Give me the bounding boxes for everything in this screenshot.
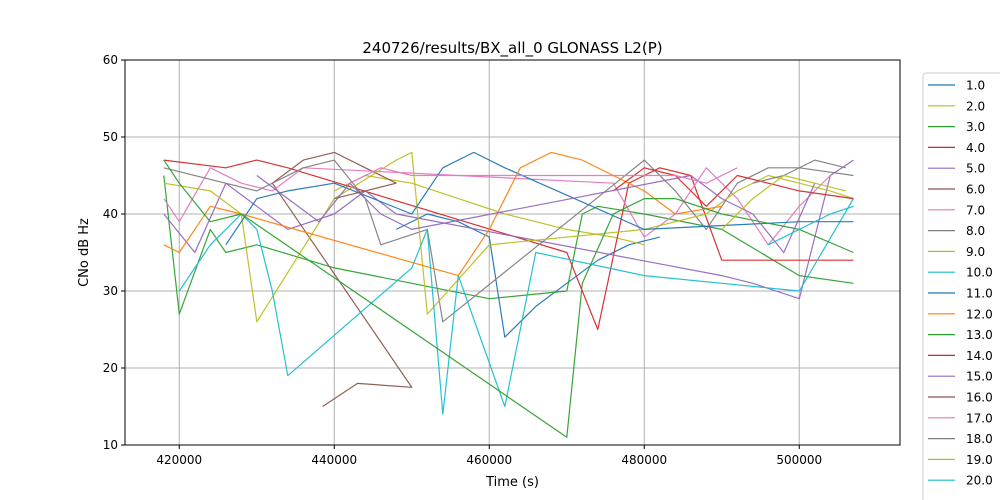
legend: 1.0 2.0 3.0 4.0 5.0 6.0 7.0 8.0 9.0 10.0 11.0 12.0 1…: [922, 72, 1000, 500]
legend-label: 5.0: [966, 162, 985, 176]
series-line-3.0: [163, 175, 854, 315]
y-axis-label: CNo dB Hz: [77, 218, 92, 287]
legend-label: 2.0: [966, 99, 985, 113]
series-line-11.0: [225, 151, 854, 246]
series-line-12.0: [163, 151, 722, 277]
x-tick-label: 420000: [156, 453, 202, 467]
series-line-16.0: [334, 182, 397, 200]
legend-label: 7.0: [966, 203, 985, 217]
y-tick-label: 60: [103, 53, 118, 67]
x-tick-label: 500000: [776, 453, 822, 467]
x-axis-label: Time (s): [485, 475, 539, 490]
legend-label: 8.0: [966, 224, 985, 238]
series-line-1.0: [396, 213, 660, 338]
legend-label: 17.0: [966, 411, 993, 425]
series-line-7.0: [163, 167, 831, 246]
legend-label: 6.0: [966, 183, 985, 197]
legend-label: 1.0: [966, 79, 985, 93]
x-tick-label: 480000: [621, 453, 667, 467]
plot-frame: [124, 59, 901, 446]
y-tick-label: 40: [103, 207, 118, 221]
legend-label: 4.0: [966, 141, 985, 155]
chart-title: 240726/results/BX_all_0 GLONASS L2(P): [362, 39, 662, 58]
series-line-8.0: [163, 159, 854, 323]
y-tick-label: 50: [103, 130, 118, 144]
legend-frame: [922, 72, 1000, 500]
series-line-15.0: [256, 174, 816, 254]
series-line-18.0: [752, 159, 846, 184]
y-tick-label: 10: [103, 438, 118, 452]
legend-label: 19.0: [966, 453, 993, 467]
series-line-19.0: [721, 174, 846, 230]
legend-label: 9.0: [966, 245, 985, 259]
x-tick-label: 460000: [466, 453, 512, 467]
legend-label: 15.0: [966, 370, 993, 384]
series-line-20.0: [768, 205, 854, 246]
legend-label: 10.0: [966, 266, 993, 280]
legend-label: 14.0: [966, 349, 993, 363]
series-line-2.0: [334, 174, 645, 246]
legend-label: 20.0: [966, 474, 993, 488]
legend-label: 11.0: [966, 287, 993, 301]
series-line-17.0: [349, 167, 738, 184]
x-tick-label: 440000: [311, 453, 357, 467]
legend-label: 3.0: [966, 120, 985, 134]
series-line-14.0: [612, 167, 854, 207]
legend-label: 12.0: [966, 307, 993, 321]
legend-label: 13.0: [966, 328, 993, 342]
y-tick-label: 20: [103, 361, 118, 375]
series-group: [163, 151, 855, 438]
series-line-10.0: [178, 198, 855, 415]
series-line-6.0: [271, 151, 413, 408]
legend-label: 18.0: [966, 432, 993, 446]
legend-label: 16.0: [966, 391, 993, 405]
y-tick-label: 30: [103, 284, 118, 298]
axis-ticks: 420000 440000 460000 480000 500000 10 20 30 40 50…: [103, 53, 822, 467]
